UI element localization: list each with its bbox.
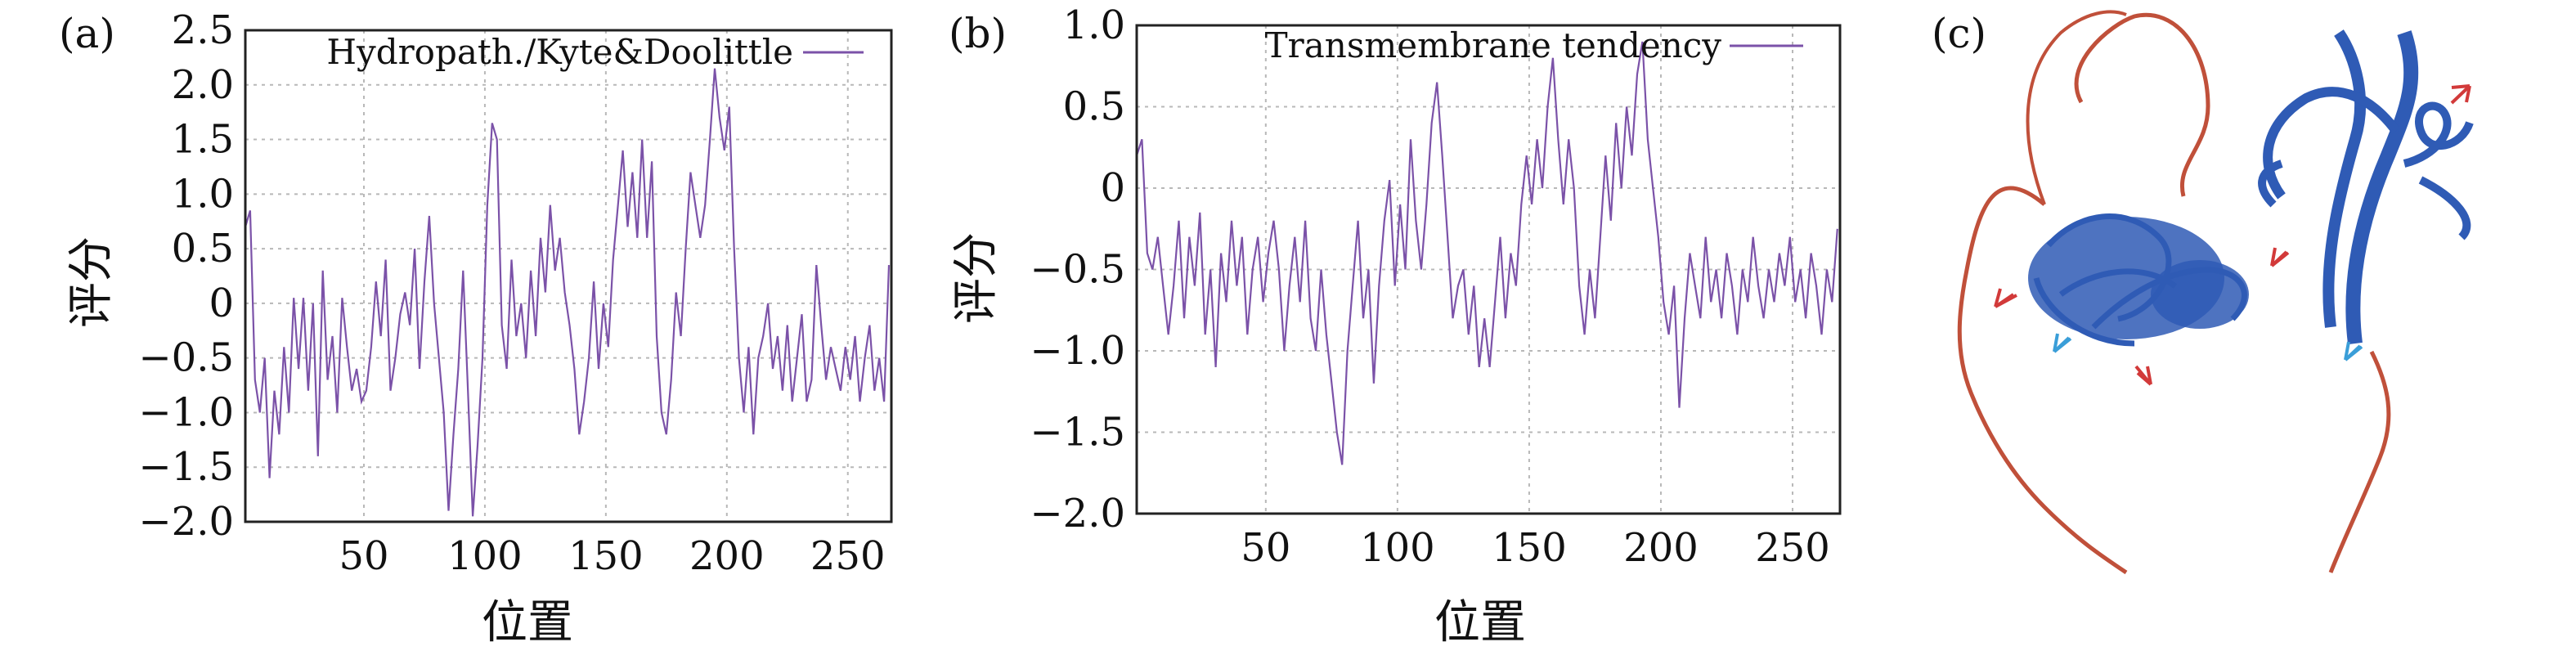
panel-b-label: (b) (949, 10, 1007, 57)
b-y-tick-label: −0.5 (1030, 247, 1125, 293)
b-x-tick-label: 200 (1623, 525, 1699, 571)
a-y-tick-label: 0 (209, 281, 234, 326)
b-y-tick-label: −1.0 (1030, 328, 1125, 374)
left-structure-coil (1957, 12, 2210, 575)
panel-a-hydropathy-chart: (a) −2.0 −1.5 −1.0 −0.5 0 0.5 1.0 1.5 2.0 2.5 50 1… (59, 7, 893, 649)
panel-b-y-tick-labels: −2.0 −1.5 −1.0 −0.5 0 0.5 1.0 (1030, 2, 1125, 537)
right-domain-loop (2258, 159, 2471, 240)
right-structure-coil (2328, 350, 2391, 573)
panel-b-legend: Transmembrane tendency (1265, 25, 1803, 65)
a-x-tick-label: 250 (810, 533, 886, 579)
panel-a-legend: Hydropath./Kyte&Doolittle (326, 32, 864, 72)
right-domain-strand-2 (2322, 29, 2367, 328)
a-y-tick-label: −1.0 (138, 389, 234, 435)
panel-a-plot-frame (244, 29, 893, 523)
a-y-tick-label: 1.0 (172, 171, 234, 217)
panel-b-legend-label: Transmembrane tendency (1265, 25, 1722, 65)
b-y-tick-label: 1.0 (1063, 2, 1125, 48)
a-x-tick-label: 200 (689, 533, 765, 579)
panel-b-x-axis-label: 位置 (1434, 596, 1526, 649)
panel-a-label: (a) (59, 10, 115, 57)
b-x-tick-label: 100 (1360, 525, 1435, 571)
a-x-tick-label: 150 (568, 533, 644, 579)
a-y-tick-label: 2.5 (172, 7, 234, 53)
a-y-tick-label: 1.5 (172, 117, 234, 163)
a-x-tick-label: 100 (447, 533, 523, 579)
a-y-tick-label: 0.5 (172, 226, 234, 272)
a-x-tick-label: 50 (339, 533, 388, 579)
panel-b-grid (1137, 25, 1840, 514)
panel-b-transmembrane-chart: (b) −2.0 −1.5 −1.0 −0.5 0 0.5 1.0 50 100 150 200 2… (949, 2, 1842, 649)
b-y-tick-label: 0.5 (1063, 84, 1125, 130)
panel-a-grid (245, 29, 891, 523)
b-y-tick-label: −2.0 (1030, 491, 1125, 537)
right-domain-strand-1 (2345, 30, 2419, 345)
a-y-tick-label: −2.0 (138, 499, 234, 545)
panel-b-y-axis-label: 评分 (949, 232, 1003, 324)
a-y-tick-label: 2.0 (172, 62, 234, 108)
panel-a-legend-label: Hydropath./Kyte&Doolittle (326, 32, 793, 72)
a-y-tick-label: −0.5 (138, 335, 234, 381)
panel-b-plot-frame (1135, 24, 1842, 515)
left-domain-strands (2033, 213, 2247, 347)
left-structure-domain (2028, 213, 2249, 347)
b-y-tick-label: 0 (1100, 165, 1125, 211)
panel-a-y-axis-label: 评分 (65, 236, 118, 328)
b-x-tick-label: 250 (1755, 525, 1830, 571)
panel-c-protein-structure: (c) (1932, 10, 2474, 575)
panel-a-y-tick-labels: −2.0 −1.5 −1.0 −0.5 0 0.5 1.0 1.5 2.0 2.5 (138, 7, 234, 545)
panel-a-series-line (244, 68, 891, 517)
right-structure-domain (2258, 29, 2474, 345)
right-domain-helix (2403, 101, 2474, 168)
b-x-tick-label: 50 (1241, 525, 1290, 571)
panel-b-x-tick-labels: 50 100 150 200 250 (1241, 525, 1830, 571)
panel-b-series-line (1135, 41, 1838, 465)
panel-c-label: (c) (1932, 10, 1986, 57)
b-x-tick-label: 150 (1492, 525, 1567, 571)
panel-c-arrows (1994, 84, 2471, 386)
left-structure-coil-top (2026, 10, 2127, 205)
a-y-tick-label: −1.5 (138, 444, 234, 490)
b-y-tick-label: −1.5 (1030, 410, 1125, 456)
panel-a-x-axis-label: 位置 (482, 596, 573, 649)
panel-a-x-tick-labels: 50 100 150 200 250 (339, 533, 885, 579)
